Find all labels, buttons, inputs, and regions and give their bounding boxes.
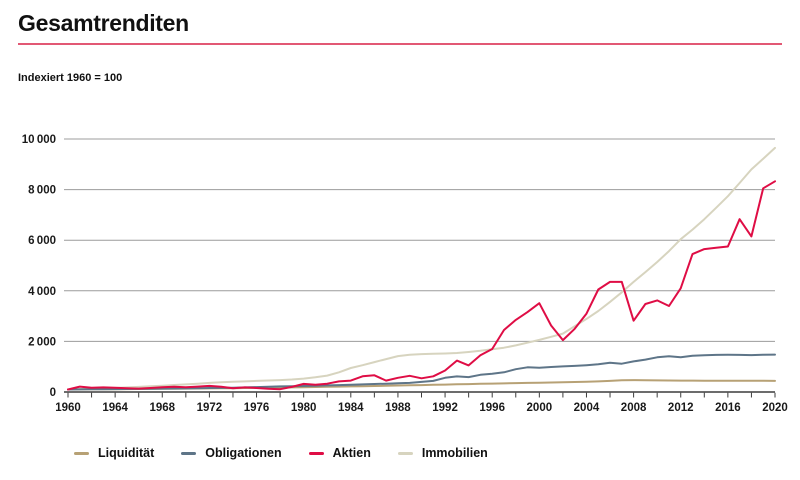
x-axis-tick-label: 2004 [574,402,600,414]
series-line-obligationen [67,353,776,391]
y-axis-tick-label: 4 000 [28,286,56,298]
legend-item-liquiditt: Liquidität [74,446,154,460]
legend-label: Obligationen [205,446,282,460]
y-axis-tick-label: 10 000 [22,134,56,146]
x-axis-tick-label: 1972 [197,402,223,414]
series-line-immobilien [67,146,776,391]
x-axis-tick-label: 2000 [527,402,553,414]
chart-legend: Liquidität Obligationen Aktien Immobilien [74,446,488,460]
legend-swatch-icon [181,451,197,455]
x-axis-tick-label: 1964 [102,402,128,414]
x-axis-tick-label: 2020 [762,402,788,414]
x-axis-tick-label: 1976 [244,402,270,414]
chart-subtitle: Indexiert 1960 = 100 [18,72,123,84]
legend-swatch-icon [308,451,324,455]
legend-item-immobilien: Immobilien [397,446,488,460]
series-line-aktien [67,180,776,391]
x-axis-tick-label: 1960 [55,402,81,414]
x-axis-tick-label: 1984 [338,402,364,414]
x-axis-tick-label: 1996 [479,402,505,414]
y-axis-tick-label: 2 000 [28,336,56,348]
x-axis-tick-label: 2012 [668,402,694,414]
legend-swatch-icon [397,451,413,455]
y-axis-tick-label: 0 [50,387,56,399]
legend-label: Liquidität [98,446,155,460]
legend-label: Aktien [332,446,371,460]
x-axis-tick-label: 1980 [291,402,317,414]
x-axis-tick-label: 2016 [715,402,741,414]
x-axis-tick-label: 1988 [385,402,411,414]
x-axis-tick-label: 1992 [432,402,458,414]
y-axis-tick-label: 6 000 [28,235,56,247]
page-title: Gesamtrenditen [18,10,189,36]
legend-swatch-icon [74,451,89,455]
legend-item-aktien: Aktien [308,446,371,460]
legend-item-obligationen: Obligationen [181,446,282,460]
x-axis-tick-label: 2008 [621,402,647,414]
legend-label: Immobilien [421,446,488,460]
y-axis-tick-label: 8 000 [28,185,56,197]
title-accent-rule [18,43,782,45]
x-axis-tick-label: 1968 [149,402,175,414]
